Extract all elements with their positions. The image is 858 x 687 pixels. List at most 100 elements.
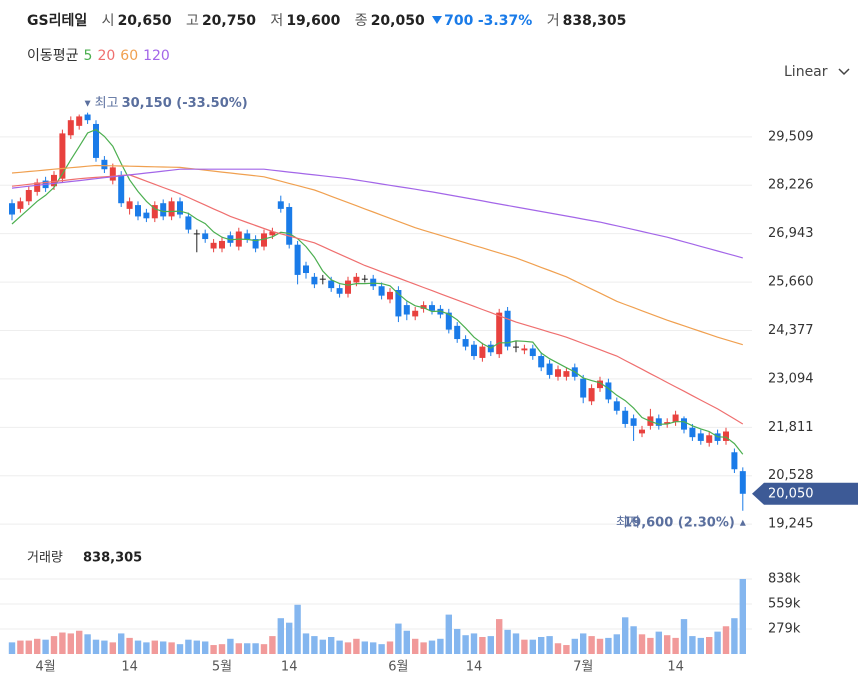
ma-label: 이동평균 — [27, 48, 79, 64]
volume-bar — [42, 639, 49, 654]
legend-entry: 5 — [83, 48, 93, 64]
candle-body — [361, 278, 368, 280]
candle-body — [244, 233, 251, 240]
volume-bar — [731, 618, 738, 654]
y-tick-label: 28,226 — [768, 178, 814, 193]
volume-bar — [118, 633, 125, 654]
candle-body — [529, 348, 536, 357]
candle-body — [269, 231, 276, 236]
volume-bar — [143, 642, 150, 654]
candle-body — [177, 201, 183, 215]
y-tick-label: 23,094 — [768, 371, 814, 386]
volume-bar — [92, 639, 100, 654]
volume-bar — [244, 643, 251, 654]
volume-bar — [328, 636, 335, 654]
max-label: 최고 — [95, 96, 119, 111]
candle-body — [311, 276, 318, 285]
candle-body — [445, 312, 452, 330]
candle-body — [597, 380, 603, 389]
y-tick-label: 29,509 — [768, 129, 814, 144]
y-tick-label: 279k — [768, 621, 801, 636]
volume-bar — [470, 633, 478, 654]
candle-body — [454, 325, 461, 340]
volume-bar — [361, 641, 368, 654]
volume-bar — [445, 614, 452, 654]
stock-name: GS리테일 — [27, 13, 88, 29]
x-tick-label: 5월 — [212, 660, 232, 675]
volume-title: 거래량 — [27, 551, 63, 566]
candle-body — [202, 233, 209, 240]
volume-bar — [739, 578, 746, 654]
candle-body — [160, 203, 167, 217]
candle-body — [185, 216, 192, 230]
candle-body — [681, 418, 687, 430]
ma-legend: 이동평균 5 20 60 120 — [27, 45, 175, 65]
volume-bar — [706, 636, 713, 654]
candle-body — [504, 310, 511, 347]
volume-bar — [487, 636, 494, 654]
volume-bar — [638, 634, 646, 654]
legend-entry: 20 — [97, 48, 116, 64]
candle-body — [496, 312, 503, 355]
candle-body — [429, 305, 435, 311]
volume-bar — [101, 640, 108, 654]
high-value: 20,750 — [201, 13, 256, 29]
candle-body — [420, 305, 427, 309]
volume-value: 838,305 — [562, 13, 627, 29]
candle-body — [555, 369, 561, 377]
volume-bar — [210, 645, 217, 654]
volume-bar — [714, 631, 721, 654]
candle-body — [303, 265, 309, 274]
candle-body — [387, 291, 393, 300]
volume-bar — [260, 644, 268, 654]
volume-bar — [596, 638, 604, 654]
volume-bar — [34, 638, 41, 654]
candle-body — [521, 348, 528, 351]
candle-body — [580, 378, 587, 398]
candle-body — [76, 116, 83, 126]
x-tick-label: 14 — [121, 660, 138, 675]
candle-body — [17, 201, 24, 209]
volume-bar — [370, 642, 377, 654]
candle-body — [471, 344, 477, 357]
ma-line — [11, 128, 744, 455]
close-label: 종 — [354, 13, 368, 29]
candle-body — [613, 401, 620, 411]
open-label: 시 — [101, 13, 115, 29]
x-tick-label: 14 — [466, 660, 483, 675]
candle-body — [605, 382, 612, 400]
volume-bar — [76, 630, 83, 654]
candle-body — [739, 471, 746, 494]
candle-body — [118, 174, 125, 204]
volume-bar — [378, 644, 385, 654]
candle-body — [109, 167, 116, 181]
volume-last: 838,305 — [83, 551, 142, 566]
close-value: 20,050 — [370, 13, 425, 29]
volume-bar — [84, 634, 91, 654]
candle-body — [227, 235, 234, 243]
scale-mode: Linear — [784, 64, 828, 80]
candle-body — [370, 278, 377, 287]
candle-body — [563, 371, 570, 377]
volume-bar — [437, 638, 444, 654]
candle-body — [261, 233, 267, 247]
volume-bar — [529, 639, 536, 654]
max-text: 30,150 (-33.50%) — [122, 96, 248, 111]
candle-body — [462, 339, 469, 347]
volume-bar — [336, 640, 343, 654]
candle-body — [168, 201, 175, 217]
candle-body — [395, 290, 402, 317]
volume-bar — [202, 641, 209, 654]
change-percent: -3.37% — [477, 13, 533, 29]
scale-dropdown[interactable]: Linear — [784, 64, 850, 80]
candle-body — [588, 388, 595, 402]
min-label: 최저 — [616, 515, 640, 530]
candle-body — [9, 203, 15, 215]
volume-bar — [428, 640, 436, 654]
candle-body — [723, 431, 729, 441]
candle-body — [630, 418, 637, 426]
candle-body — [219, 240, 225, 249]
candle-body — [345, 280, 351, 294]
candle-body — [664, 422, 671, 424]
